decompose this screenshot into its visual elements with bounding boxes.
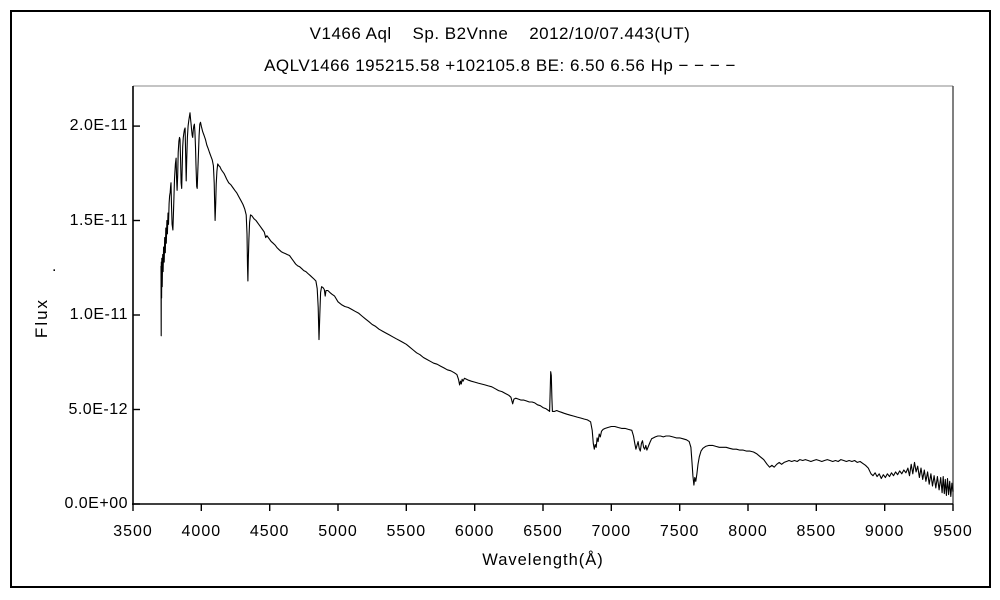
x-tick-label: 4500 — [249, 523, 290, 540]
y-tick-label: 1.0E-11 — [69, 306, 128, 324]
chart-outer-border — [10, 10, 991, 588]
x-tick-label: 9000 — [864, 523, 905, 540]
x-tick-label: 3500 — [113, 523, 153, 540]
x-tick-label: 8500 — [796, 523, 837, 540]
y-axis-dot: . — [52, 258, 57, 275]
chart-title-line1: V1466 Aql Sp. B2Vnne 2012/10/07.443(UT) — [309, 24, 691, 43]
x-tick-label: 5000 — [318, 523, 358, 540]
x-tick-label: 7500 — [659, 523, 700, 540]
x-tick-label: 5500 — [386, 523, 427, 540]
x-tick-label: 7000 — [591, 523, 632, 540]
x-tick-label: 6500 — [523, 523, 563, 540]
x-tick-label: 9500 — [933, 523, 973, 540]
chart-title-line2: AQLV1466 195215.58 +102105.8 BE: 6.50 6.… — [264, 56, 736, 75]
y-tick-label: 0.0E+00 — [64, 495, 128, 512]
y-tick-label: 5.0E-12 — [68, 400, 128, 418]
x-tick-label: 4000 — [181, 523, 222, 540]
y-axis-title: Flux — [32, 297, 51, 339]
y-tick-label: 1.5E-11 — [69, 211, 128, 229]
x-axis-title: Wavelength(Å) — [482, 551, 604, 569]
y-tick-label: 2.0E-11 — [69, 117, 128, 135]
x-tick-label: 6000 — [454, 523, 495, 540]
x-tick-label: 8000 — [728, 523, 768, 540]
